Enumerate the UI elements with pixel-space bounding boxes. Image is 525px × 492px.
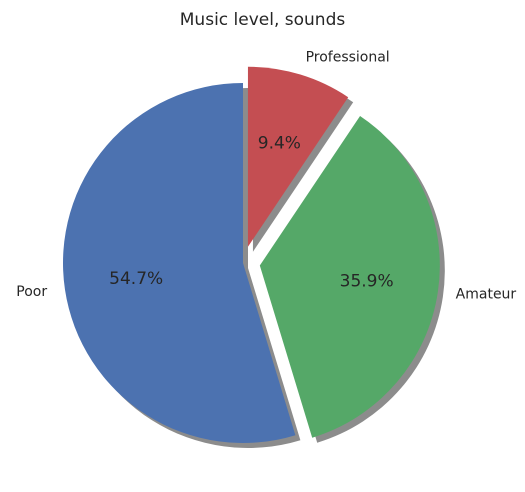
category-label-poor: Poor xyxy=(16,284,47,300)
chart-title: Music level, sounds xyxy=(179,10,346,30)
pie-slice-amateur xyxy=(259,115,440,438)
pie-slice-professional xyxy=(247,66,349,247)
category-label-amateur: Amateur xyxy=(456,287,517,303)
category-label-professional: Professional xyxy=(306,49,390,65)
pct-label-poor: 54.7% xyxy=(109,269,163,289)
pct-label-professional: 9.4% xyxy=(258,133,301,153)
pct-label-amateur: 35.9% xyxy=(340,271,394,291)
pie-slice-poor xyxy=(62,83,296,444)
